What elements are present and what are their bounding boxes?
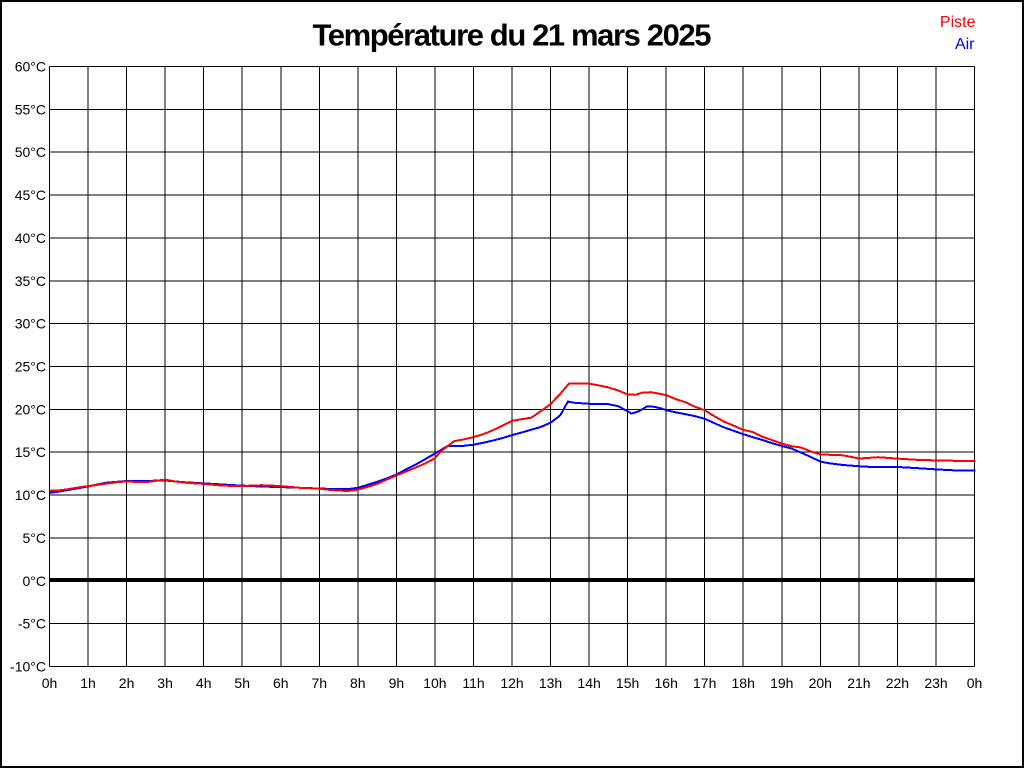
svg-text:20h: 20h [809, 675, 832, 691]
svg-text:0h: 0h [42, 675, 58, 691]
svg-text:18h: 18h [732, 675, 755, 691]
svg-text:6h: 6h [273, 675, 289, 691]
svg-text:1h: 1h [80, 675, 96, 691]
svg-text:4h: 4h [196, 675, 212, 691]
svg-text:12h: 12h [500, 675, 523, 691]
svg-text:15°C: 15°C [15, 444, 46, 460]
svg-text:19h: 19h [770, 675, 793, 691]
svg-text:0h: 0h [967, 675, 983, 691]
svg-text:55°C: 55°C [15, 101, 46, 117]
svg-text:11h: 11h [462, 675, 484, 691]
svg-text:22h: 22h [886, 675, 909, 691]
svg-text:5°C: 5°C [23, 530, 47, 546]
svg-text:7h: 7h [312, 675, 328, 691]
svg-text:Piste: Piste [940, 14, 976, 31]
svg-text:3h: 3h [157, 675, 173, 691]
svg-text:Air: Air [955, 36, 975, 53]
svg-text:10°C: 10°C [15, 487, 46, 503]
svg-text:50°C: 50°C [15, 144, 46, 160]
svg-text:-5°C: -5°C [18, 616, 46, 632]
svg-text:Température du 21 mars 2025: Température du 21 mars 2025 [313, 18, 712, 53]
svg-text:13h: 13h [539, 675, 562, 691]
svg-text:10h: 10h [423, 675, 446, 691]
svg-text:15h: 15h [616, 675, 639, 691]
svg-text:30°C: 30°C [15, 316, 46, 332]
svg-text:40°C: 40°C [15, 230, 46, 246]
svg-text:14h: 14h [577, 675, 600, 691]
svg-text:-10°C: -10°C [10, 659, 46, 675]
svg-text:5h: 5h [234, 675, 250, 691]
svg-text:21h: 21h [847, 675, 870, 691]
svg-text:17h: 17h [693, 675, 716, 691]
svg-text:25°C: 25°C [15, 359, 46, 375]
svg-text:16h: 16h [655, 675, 678, 691]
svg-text:45°C: 45°C [15, 187, 46, 203]
svg-text:0°C: 0°C [23, 573, 47, 589]
svg-text:20°C: 20°C [15, 401, 46, 417]
svg-text:2h: 2h [119, 675, 135, 691]
svg-text:8h: 8h [350, 675, 366, 691]
svg-text:23h: 23h [924, 675, 947, 691]
svg-text:9h: 9h [389, 675, 405, 691]
svg-text:35°C: 35°C [15, 273, 46, 289]
svg-text:60°C: 60°C [15, 59, 46, 75]
